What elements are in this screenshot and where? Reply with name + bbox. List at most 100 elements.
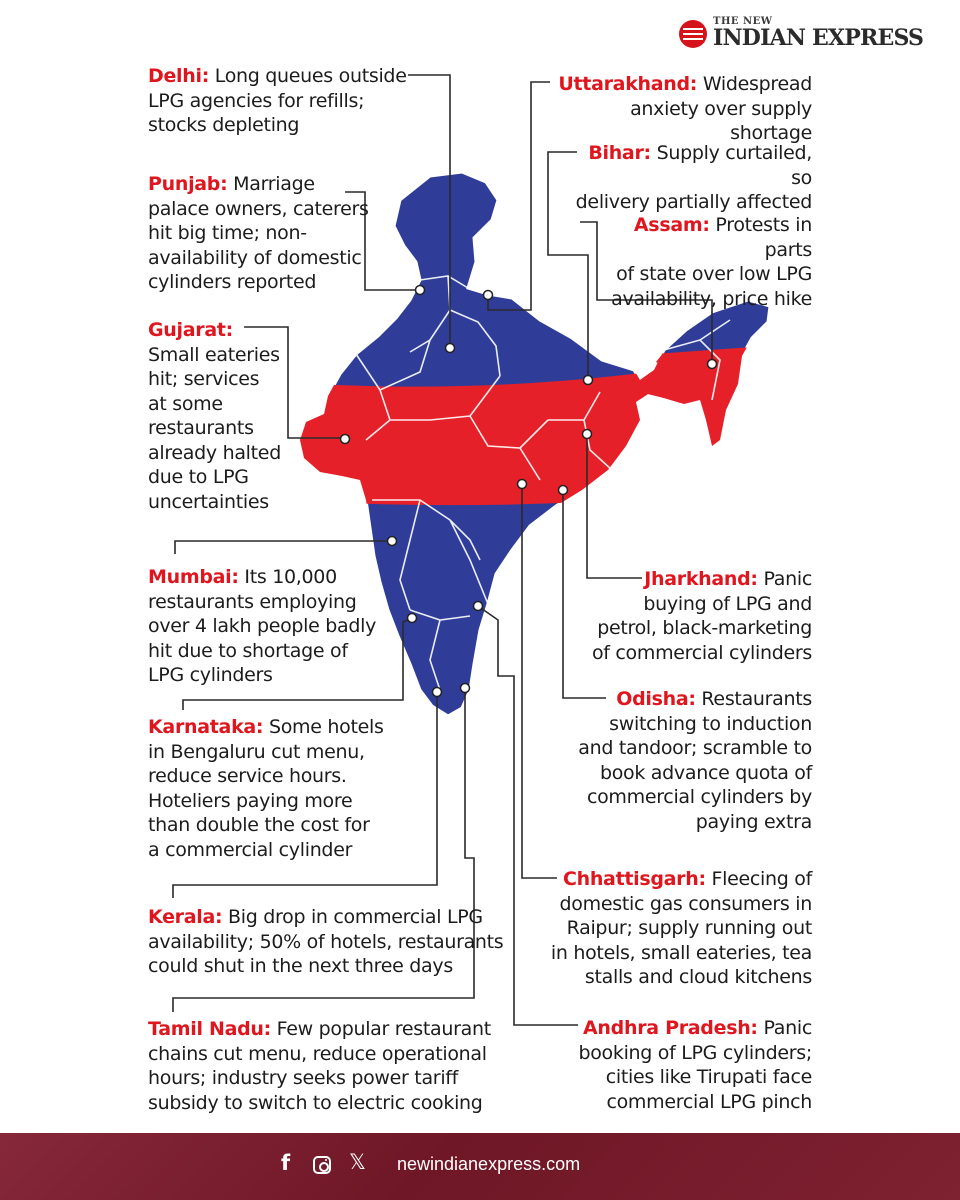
note-line: than double the cost for <box>148 814 370 836</box>
note-line: availability of domestic <box>148 246 362 269</box>
leader-gujarat <box>244 326 345 439</box>
note-line: Protests in parts <box>709 214 812 261</box>
marker-jharkhand <box>581 428 593 440</box>
note-gujarat: Gujarat: Small eateries hit; services at so… <box>148 318 288 514</box>
website-link[interactable]: newindianexpress.com <box>397 1154 581 1174</box>
note-line: could shut in the next three days <box>148 955 453 977</box>
leader-tamil-nadu <box>172 688 475 1012</box>
red-band <box>300 368 680 506</box>
leader-andhra <box>477 605 578 1026</box>
india-map <box>172 74 772 1026</box>
marker-kerala <box>431 686 443 698</box>
note-bihar: Bihar: Supply curtailed, so delivery part… <box>572 141 813 215</box>
note-line: domestic gas consumers in <box>559 892 813 915</box>
newspaper-logo[interactable]: THE NEW INDIAN EXPRESS <box>679 14 945 54</box>
note-line: Marriage <box>227 173 315 195</box>
leader-chhattisgarh <box>521 484 557 879</box>
note-line: book advance quota of <box>599 761 812 784</box>
leader-lines <box>172 74 713 1026</box>
leader-uttarakhand <box>487 81 550 311</box>
state-name: Karnataka: <box>148 716 264 738</box>
note-line: hours; industry seeks power tariff <box>148 1067 459 1089</box>
note-line: uncertainties <box>148 490 269 513</box>
note-odisha: Odisha: Restaurants switching to inductio… <box>572 687 812 834</box>
leader-odisha <box>562 490 606 699</box>
marker-karnataka <box>406 612 418 624</box>
note-kerala: Kerala: Big drop in commercial LPG availa… <box>148 905 508 979</box>
note-line: Long queues outside <box>209 65 407 87</box>
leader-karnataka <box>182 617 413 710</box>
note-line: commercial cylinders by <box>586 786 812 808</box>
note-line: reduce service hours. <box>148 765 347 787</box>
note-line: restaurants employing <box>148 590 357 613</box>
state-name: Gujarat: <box>148 319 233 341</box>
note-punjab: Punjab: Marriage palace owners, caterers h… <box>148 172 378 295</box>
facebook-icon[interactable]: f <box>281 1151 291 1175</box>
state-name: Jharkhand: <box>644 568 758 590</box>
note-mumbai: Mumbai: Its 10,000 restaurants employing o… <box>148 565 388 688</box>
state-markers <box>339 284 718 698</box>
logo-line2: INDIAN EXPRESS <box>713 25 924 51</box>
note-andhra-pradesh: Andhra Pradesh: Panic booking of LPG cyli… <box>568 1016 812 1114</box>
marker-punjab <box>414 284 426 296</box>
note-jharkhand: Jharkhand: Panic buying of LPG and petrol,… <box>582 567 812 665</box>
logo-line1: THE NEW <box>713 16 773 27</box>
note-line: hit due to shortage of <box>148 639 348 662</box>
instagram-icon[interactable] <box>313 1156 331 1174</box>
x-icon[interactable]: 𝕏 <box>349 1150 366 1174</box>
note-line: Few popular restaurant <box>270 1018 492 1040</box>
note-line: LPG agencies for refills; <box>148 89 365 112</box>
note-line: Some hotels <box>263 716 384 738</box>
note-line: a commercial cylinder <box>148 838 353 861</box>
note-line: availability, price hike <box>611 287 812 310</box>
note-line: Small eateries <box>148 343 280 366</box>
note-delhi: Delhi: Long queues outside LPG agencies f… <box>148 64 408 138</box>
note-line: Fleecing of <box>705 868 813 890</box>
marker-tamil-nadu <box>459 682 471 694</box>
note-line: in Bengaluru cut menu, <box>148 740 365 763</box>
state-name: Odisha: <box>616 688 696 710</box>
note-line: palace owners, caterers <box>148 197 369 220</box>
note-line: switching to induction <box>609 712 812 735</box>
note-line: Widespread <box>697 73 812 95</box>
note-line: of state over low LPG <box>616 263 812 285</box>
footer-bar: f 𝕏 newindianexpress.com <box>0 1133 960 1200</box>
note-line: due to LPG <box>148 466 249 488</box>
note-line: Its 10,000 <box>238 566 337 588</box>
note-line: Raipur; supply running out <box>566 917 813 939</box>
note-chhattisgarh: Chhattisgarh: Fleecing of domestic gas co… <box>548 867 812 990</box>
note-line: Restaurants <box>695 688 812 710</box>
note-line: Panic <box>757 1017 812 1039</box>
marker-uttarakhand <box>482 289 494 301</box>
state-borders <box>355 275 731 691</box>
note-karnataka: Karnataka: Some hotels in Bengaluru cut m… <box>148 715 398 862</box>
leader-assam <box>580 221 713 362</box>
note-line: cylinders reported <box>148 271 317 293</box>
leader-jharkhand <box>586 434 642 579</box>
note-line: at some <box>148 392 223 415</box>
leader-kerala <box>172 692 438 898</box>
leader-mumbai <box>174 540 392 554</box>
leader-bihar <box>547 151 589 378</box>
leader-delhi <box>408 74 451 348</box>
note-line: paying extra <box>695 810 813 833</box>
note-line: booking of LPG cylinders; <box>578 1041 812 1064</box>
note-line: cities like Tirupati face <box>605 1066 813 1088</box>
state-name: Uttarakhand: <box>558 73 698 95</box>
note-line: commercial LPG pinch <box>606 1090 812 1113</box>
note-line: Hoteliers paying more <box>148 789 353 812</box>
note-tamil-nadu: Tamil Nadu: Few popular restaurant chains… <box>148 1017 498 1115</box>
note-line: LPG cylinders <box>148 664 273 686</box>
note-assam: Assam: Protests in parts of state over lo… <box>582 213 812 311</box>
note-line: availability; 50% of hotels, restaurants <box>148 930 504 953</box>
state-name: Delhi: <box>148 65 210 87</box>
note-line: restaurants <box>148 417 254 439</box>
state-name: Bihar: <box>588 142 651 164</box>
note-line: over 4 lakh people badly <box>148 615 377 637</box>
leader-punjab <box>345 191 420 291</box>
state-name: Assam: <box>633 214 710 236</box>
note-line: of commercial cylinders <box>591 641 812 664</box>
note-line: in hotels, small eateries, tea <box>550 941 812 964</box>
note-line: stocks depleting <box>148 114 300 136</box>
